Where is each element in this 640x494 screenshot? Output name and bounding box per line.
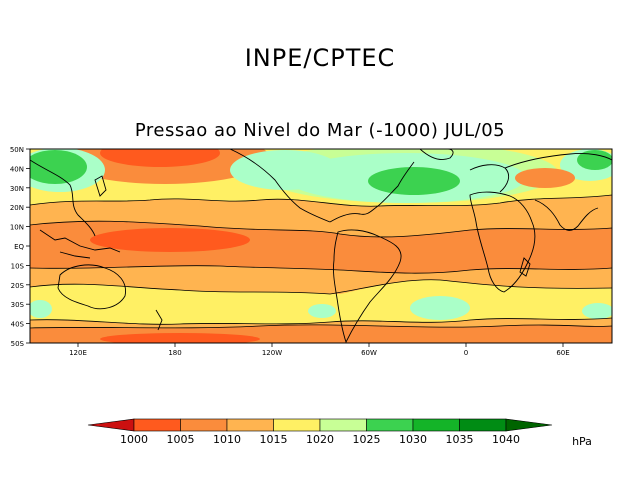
colorbar-segment — [505, 418, 553, 432]
lat-label: 40N — [10, 165, 24, 173]
colorbar-label: 1005 — [167, 433, 195, 446]
isobars — [30, 194, 612, 329]
colorbar-label: 1010 — [213, 433, 241, 446]
map-title: Pressao ao Nivel do Mar (-1000) JUL/05 — [134, 120, 506, 141]
colorbar-label: 1020 — [306, 433, 334, 446]
lat-axis: 50N 40N 30N 20N 10N EQ 10S 20S 30S 40S 5… — [10, 146, 30, 348]
lat-label: 50N — [10, 146, 24, 154]
lon-label: 60W — [361, 349, 377, 357]
coastlines — [30, 149, 612, 343]
lat-label: EQ — [14, 243, 24, 251]
colorbar-label: 1000 — [120, 433, 148, 446]
lon-label: 60E — [556, 349, 569, 357]
colorbar-segment — [273, 418, 321, 432]
lat-label: 20N — [10, 204, 24, 212]
agency-title: INPE/CPTEC — [244, 44, 396, 72]
colorbar-label: 1030 — [399, 433, 427, 446]
colorbar-segment — [319, 418, 367, 432]
colorbar: 1000 1005 1010 1015 1020 1025 1030 1035 … — [87, 418, 592, 448]
colorbar-label: 1035 — [446, 433, 474, 446]
lon-label: 180 — [168, 349, 181, 357]
lat-label: 50S — [11, 340, 25, 348]
colorbar-segment — [366, 418, 414, 432]
colorbar-segment — [412, 418, 460, 432]
colorbar-segment — [87, 418, 135, 432]
lat-label: 20S — [11, 282, 25, 290]
lon-label: 120W — [262, 349, 282, 357]
lat-label: 10S — [11, 262, 25, 270]
lat-label: 40S — [11, 321, 25, 329]
colorbar-label: 1025 — [353, 433, 381, 446]
colorbar-unit: hPa — [572, 435, 592, 448]
colorbar-label: 1040 — [492, 433, 520, 446]
colorbar-segment — [459, 418, 507, 432]
lon-label: 120E — [69, 349, 87, 357]
lat-label: 30S — [11, 301, 25, 309]
lon-label: 0 — [464, 349, 468, 357]
colorbar-label: 1015 — [260, 433, 288, 446]
colorbar-segment — [180, 418, 228, 432]
lat-label: 10N — [10, 224, 24, 232]
colorbar-segment — [133, 418, 181, 432]
pressure-field — [30, 149, 612, 343]
lon-axis: 120E 180 120W 60W 0 60E — [69, 343, 570, 357]
colorbar-segment — [226, 418, 274, 432]
lat-label: 30N — [10, 185, 24, 193]
